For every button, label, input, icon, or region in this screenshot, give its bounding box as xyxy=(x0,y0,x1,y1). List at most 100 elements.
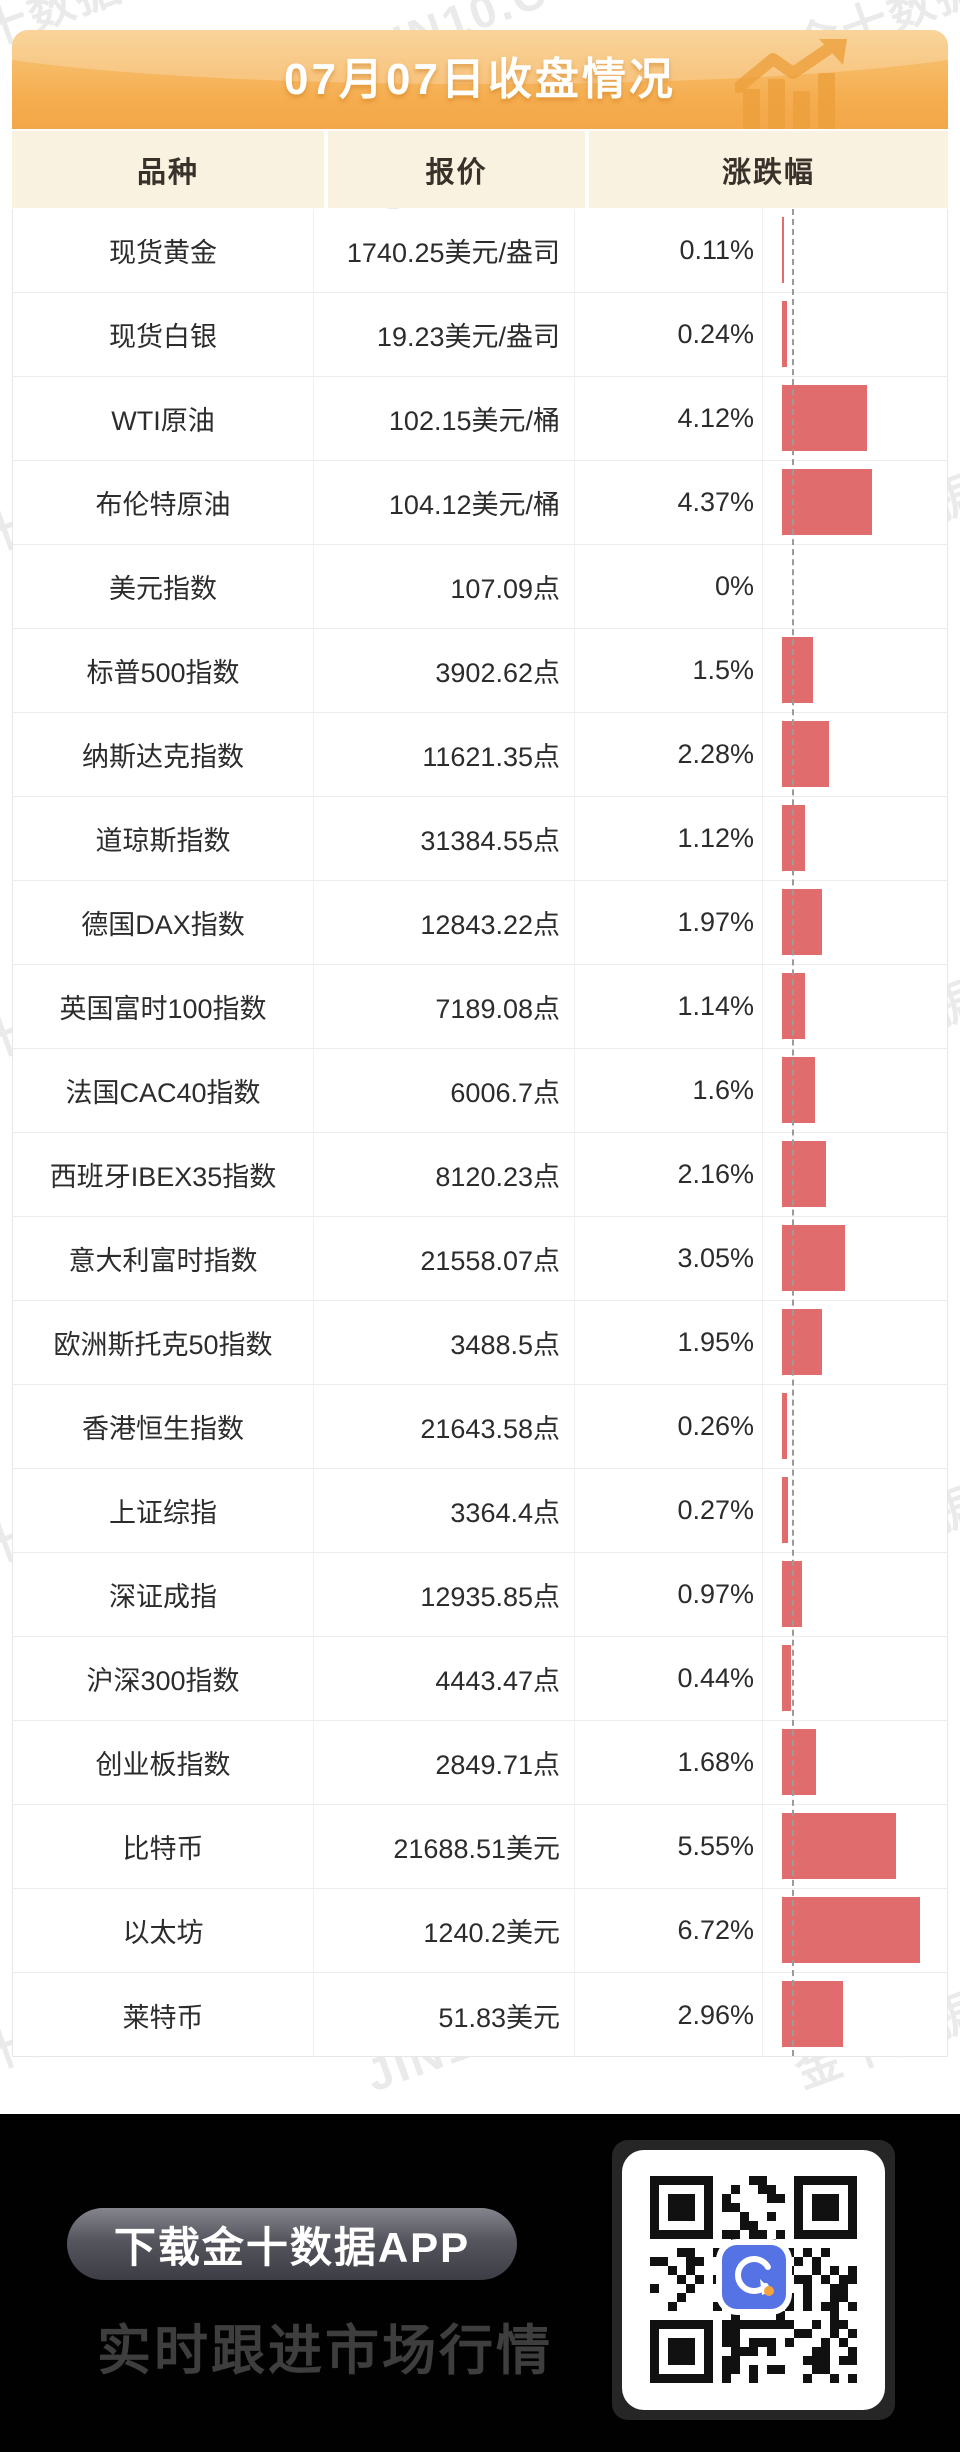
change-bar xyxy=(782,1897,920,1963)
change-cell: 3.05% xyxy=(575,1217,763,1300)
change-bar xyxy=(782,889,823,955)
variety-cell: 欧洲斯托克50指数 xyxy=(13,1301,314,1384)
quote-cell: 102.15美元/桶 xyxy=(314,377,575,460)
variety-cell: 德国DAX指数 xyxy=(13,881,314,964)
change-bar xyxy=(782,1057,815,1123)
change-bar-cell xyxy=(763,377,947,460)
table-row: 现货黄金 1740.25美元/盎司 0.11% xyxy=(13,209,947,293)
change-bar-cell xyxy=(763,1133,947,1216)
change-cell: 2.96% xyxy=(575,1973,763,2057)
quote-cell: 21643.58点 xyxy=(314,1385,575,1468)
change-bar xyxy=(782,1393,788,1459)
change-cell: 1.12% xyxy=(575,797,763,880)
quote-cell: 2849.71点 xyxy=(314,1721,575,1804)
change-bar xyxy=(782,469,872,535)
change-bar-cell xyxy=(763,1889,947,1972)
quote-cell: 31384.55点 xyxy=(314,797,575,880)
quote-cell: 1740.25美元/盎司 xyxy=(314,209,575,292)
qr-pattern xyxy=(650,2176,857,2383)
change-bar-cell xyxy=(763,797,947,880)
change-bar xyxy=(782,1813,896,1879)
variety-cell: 创业板指数 xyxy=(13,1721,314,1804)
change-bar-cell xyxy=(763,461,947,544)
change-cell: 0% xyxy=(575,545,763,628)
variety-cell: 美元指数 xyxy=(13,545,314,628)
change-cell: 1.97% xyxy=(575,881,763,964)
table-row: WTI原油 102.15美元/桶 4.12% xyxy=(13,377,947,461)
change-bar-cell xyxy=(763,1637,947,1720)
jin10-app-icon xyxy=(722,2245,786,2309)
download-app-button[interactable]: 下载金十数据APP xyxy=(67,2208,517,2280)
change-bar-cell xyxy=(763,1553,947,1636)
column-header-change: 涨跌幅 xyxy=(589,131,948,208)
quote-cell: 12843.22点 xyxy=(314,881,575,964)
table-row: 现货白银 19.23美元/盎司 0.24% xyxy=(13,293,947,377)
change-cell: 1.14% xyxy=(575,965,763,1048)
change-cell: 2.16% xyxy=(575,1133,763,1216)
change-cell: 1.5% xyxy=(575,629,763,712)
variety-cell: 深证成指 xyxy=(13,1553,314,1636)
quote-cell: 51.83美元 xyxy=(314,1973,575,2057)
variety-cell: 莱特币 xyxy=(13,1973,314,2057)
qr-code[interactable] xyxy=(612,2140,895,2420)
column-header-quote: 报价 xyxy=(328,131,585,208)
change-bar-cell xyxy=(763,965,947,1048)
change-cell: 6.72% xyxy=(575,1889,763,1972)
variety-cell: 现货黄金 xyxy=(13,209,314,292)
change-cell: 0.44% xyxy=(575,1637,763,1720)
change-cell: 2.28% xyxy=(575,713,763,796)
footer: 下载金十数据APP 实时跟进市场行情 xyxy=(0,2114,960,2452)
change-bar xyxy=(782,1477,788,1543)
change-cell: 0.24% xyxy=(575,293,763,376)
change-cell: 0.26% xyxy=(575,1385,763,1468)
change-bar-cell xyxy=(763,1301,947,1384)
change-cell: 0.27% xyxy=(575,1469,763,1552)
variety-cell: 西班牙IBEX35指数 xyxy=(13,1133,314,1216)
quote-cell: 1240.2美元 xyxy=(314,1889,575,1972)
table-row: 欧洲斯托克50指数 3488.5点 1.95% xyxy=(13,1301,947,1385)
table-row: 沪深300指数 4443.47点 0.44% xyxy=(13,1637,947,1721)
variety-cell: 意大利富时指数 xyxy=(13,1217,314,1300)
change-cell: 0.11% xyxy=(575,209,763,292)
quote-cell: 6006.7点 xyxy=(314,1049,575,1132)
table-row: 深证成指 12935.85点 0.97% xyxy=(13,1553,947,1637)
trend-up-chart-icon xyxy=(735,39,847,129)
quote-cell: 21558.07点 xyxy=(314,1217,575,1300)
variety-cell: 现货白银 xyxy=(13,293,314,376)
quote-cell: 11621.35点 xyxy=(314,713,575,796)
table-row: 以太坊 1240.2美元 6.72% xyxy=(13,1889,947,1973)
change-bar xyxy=(782,1561,802,1627)
variety-cell: WTI原油 xyxy=(13,377,314,460)
quote-cell: 21688.51美元 xyxy=(314,1805,575,1888)
quote-cell: 3364.4点 xyxy=(314,1469,575,1552)
change-bar-cell xyxy=(763,713,947,796)
change-bar-cell xyxy=(763,1049,947,1132)
change-cell: 1.68% xyxy=(575,1721,763,1804)
variety-cell: 上证综指 xyxy=(13,1469,314,1552)
variety-cell: 香港恒生指数 xyxy=(13,1385,314,1468)
quote-cell: 3488.5点 xyxy=(314,1301,575,1384)
column-header-variety: 品种 xyxy=(12,131,324,208)
variety-cell: 沪深300指数 xyxy=(13,1637,314,1720)
change-bar-cell xyxy=(763,1385,947,1468)
change-cell: 5.55% xyxy=(575,1805,763,1888)
change-bar xyxy=(782,1309,822,1375)
change-bar-cell xyxy=(763,1469,947,1552)
change-bar xyxy=(782,301,787,367)
change-bar-cell xyxy=(763,1805,947,1888)
quote-cell: 8120.23点 xyxy=(314,1133,575,1216)
change-bar xyxy=(782,637,813,703)
change-bar xyxy=(782,721,829,787)
table-row: 莱特币 51.83美元 2.96% xyxy=(13,1973,947,2057)
footer-slogan: 实时跟进市场行情 xyxy=(97,2321,553,2381)
variety-cell: 以太坊 xyxy=(13,1889,314,1972)
change-cell: 4.12% xyxy=(575,377,763,460)
change-bar xyxy=(782,1645,791,1711)
variety-cell: 纳斯达克指数 xyxy=(13,713,314,796)
quote-cell: 19.23美元/盎司 xyxy=(314,293,575,376)
table-row: 纳斯达克指数 11621.35点 2.28% xyxy=(13,713,947,797)
quote-cell: 3902.62点 xyxy=(314,629,575,712)
change-bar-cell xyxy=(763,1721,947,1804)
quote-cell: 104.12美元/桶 xyxy=(314,461,575,544)
